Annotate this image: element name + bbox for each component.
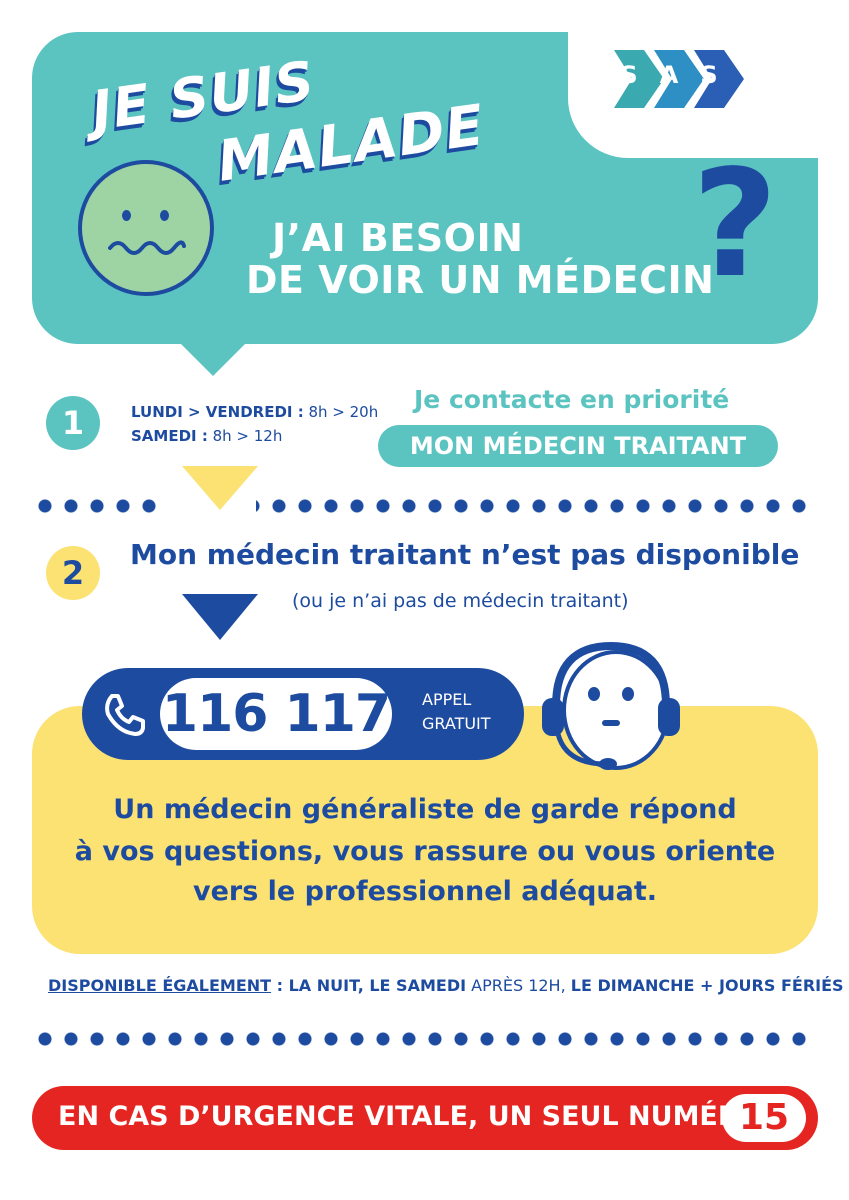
saturday-time: 8h > 12h <box>207 427 283 445</box>
subtitle-line-2: DE VOIR UN MÉDECIN <box>246 258 715 302</box>
sad-face-icon <box>78 160 214 296</box>
gp-pill: MON MÉDECIN TRAITANT <box>378 425 778 467</box>
emergency-text: EN CAS D’URGENCE VITALE, UN SEUL NUMÉRO … <box>58 1101 782 1132</box>
operator-head <box>562 650 670 770</box>
dotted-divider-2 <box>32 1030 818 1048</box>
question-mark-icon: ? <box>692 138 778 310</box>
contact-priority-label: Je contacte en priorité <box>414 385 730 414</box>
saturday-hours: SAMEDI : 8h > 12h <box>131 427 282 445</box>
no-gp-note: (ou je n’ai pas de médecin traitant) <box>292 590 629 612</box>
availability-part-1: LA NUIT, LE SAMEDI <box>288 976 467 995</box>
arrow-down-icon-blue <box>182 594 258 640</box>
step-2-badge: 2 <box>46 546 100 600</box>
info-line-3: vers le professionnel adéquat. <box>192 876 658 907</box>
right-eye <box>160 210 169 221</box>
hotline-number: 116 117 <box>160 678 392 750</box>
info-line-1: Un médecin généraliste de garde répond <box>113 794 737 825</box>
phone-icon <box>94 684 154 744</box>
weekday-label: LUNDI > VENDREDI : <box>131 403 304 421</box>
emergency-number: 15 <box>722 1094 806 1142</box>
dotted-divider-1 <box>32 497 818 515</box>
wavy-mouth <box>108 240 186 255</box>
availability-note: DISPONIBLE ÉGALEMENT : LA NUIT, LE SAMED… <box>48 976 844 995</box>
emergency-banner <box>32 1086 818 1150</box>
gp-unavailable-heading: Mon médecin traitant n’est pas disponibl… <box>130 538 800 571</box>
availability-part-3: LE DIMANCHE + JOURS FÉRIÉS <box>570 976 844 995</box>
logo-letter-s1: S <box>620 61 638 89</box>
availability-separator: : <box>271 976 289 995</box>
logo-area <box>568 0 849 158</box>
logo-letter-s2: S <box>700 61 718 89</box>
info-line-2: à vos questions, vous rassure ou vous or… <box>74 836 776 867</box>
free-call-line-2: GRATUIT <box>422 714 491 733</box>
step-1-badge: 1 <box>46 396 100 450</box>
weekday-hours: LUNDI > VENDREDI : 8h > 20h <box>131 403 378 421</box>
saturday-label: SAMEDI : <box>131 427 208 445</box>
subtitle-line-1: J’AI BESOIN <box>272 216 524 260</box>
availability-label: DISPONIBLE ÉGALEMENT <box>48 976 272 995</box>
weekday-time: 8h > 20h <box>303 403 379 421</box>
free-call-line-1: APPEL <box>422 690 472 709</box>
headset-icon <box>542 641 680 770</box>
availability-part-2: APRÈS 12H, <box>466 976 571 995</box>
arrow-down-icon-yellow <box>182 466 258 510</box>
logo-letter-a: A <box>659 61 679 89</box>
left-eye <box>122 210 131 221</box>
bubble-tail <box>180 343 246 376</box>
